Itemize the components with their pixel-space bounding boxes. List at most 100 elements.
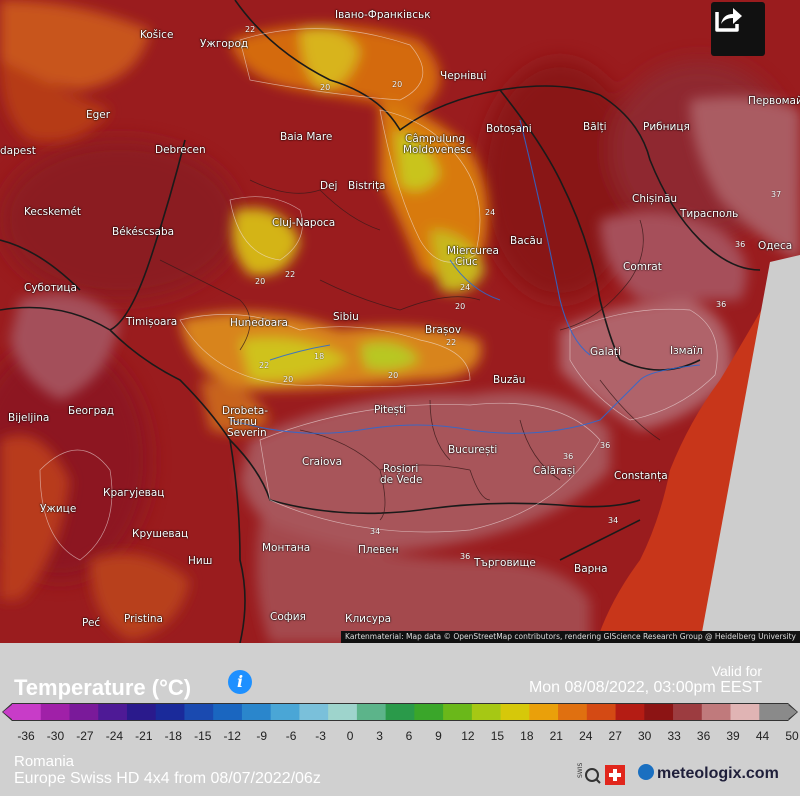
- city-label: Turnu: [228, 416, 257, 428]
- scale-swatch: [98, 704, 128, 720]
- scale-tick-label: -36: [17, 729, 35, 743]
- map-attribution[interactable]: Kartenmaterial: Map data © OpenStreetMap…: [341, 631, 800, 643]
- city-label: Bijeljina: [8, 412, 50, 424]
- city-label: Варна: [574, 563, 608, 575]
- city-label: Рибниця: [643, 121, 690, 133]
- isotherm-value: 22: [245, 25, 256, 34]
- scale-swatch: [644, 704, 674, 720]
- city-label: Cluj-Napoca: [272, 217, 336, 229]
- scale-tick-label: 21: [549, 729, 563, 743]
- isotherm-value: 36: [460, 552, 471, 561]
- city-label: Hunedoara: [230, 317, 288, 329]
- scale-tick-label: -18: [164, 729, 182, 743]
- scale-swatch: [12, 704, 42, 720]
- isotherm-value: 34: [370, 527, 381, 536]
- scale-tick-label: -12: [223, 729, 241, 743]
- city-label: Чернівці: [440, 70, 487, 82]
- city-label: Dej: [320, 180, 338, 192]
- city-label: Galați: [590, 346, 621, 358]
- city-label: București: [448, 444, 498, 456]
- scale-tick-label: -6: [285, 729, 297, 743]
- isotherm-value: 20: [255, 277, 266, 286]
- scale-tick-label: -30: [46, 729, 65, 743]
- scale-tick-label: 44: [755, 729, 770, 743]
- scale-tick-label: 0: [346, 729, 354, 743]
- globe-icon: [638, 764, 654, 780]
- scale-swatch: [328, 704, 358, 720]
- brand-name: meteologix.com: [657, 765, 779, 782]
- city-label: Timișoara: [126, 316, 178, 328]
- city-label: Клисура: [345, 613, 392, 625]
- valid-date: Mon 08/08/2022, 03:00pm EEST: [528, 679, 762, 696]
- city-label: Eger: [86, 109, 111, 121]
- isotherm-value: 34: [608, 516, 619, 525]
- info-icon[interactable]: i: [228, 670, 252, 694]
- city-label: Călărași: [533, 465, 576, 477]
- city-label: Плевен: [358, 544, 399, 556]
- scale-swatch: [270, 704, 300, 720]
- city-label: Ciuc: [455, 256, 478, 268]
- isotherm-value: 22: [446, 338, 457, 347]
- scale-tick-label: -15: [194, 729, 212, 743]
- city-label: Монтана: [262, 542, 311, 554]
- svg-text:SWISS: SWISS: [577, 763, 584, 778]
- city-label: Peć: [82, 617, 101, 629]
- city-label: Bălți: [583, 121, 607, 133]
- scale-swatch: [69, 704, 99, 720]
- city-label: Београд: [68, 405, 114, 417]
- region-label: Romania: [14, 753, 75, 770]
- scale-tick-label: 36: [696, 729, 711, 743]
- brand-logo[interactable]: meteologix.com: [638, 764, 779, 783]
- isotherm-value: 20: [392, 80, 403, 89]
- city-label: Ужгород: [200, 38, 249, 50]
- city-label: Крагујевац: [103, 487, 165, 499]
- scale-tick-label: 33: [667, 729, 681, 743]
- scale-tick-label: 27: [608, 729, 622, 743]
- city-label: Ниш: [188, 555, 213, 567]
- city-label: Košice: [140, 29, 174, 41]
- scale-swatch: [615, 704, 645, 720]
- scale-swatch: [558, 704, 588, 720]
- city-label: Івано-Франківськ: [335, 9, 431, 21]
- scale-tick-label: 30: [638, 729, 652, 743]
- scale-swatch: [385, 704, 415, 720]
- city-label: Botoșani: [486, 123, 532, 135]
- city-label: Buzău: [493, 374, 526, 386]
- city-label: dapest: [0, 145, 36, 157]
- scale-tick-label: -3: [315, 729, 326, 743]
- city-label: Търговище: [474, 557, 536, 569]
- city-label: Суботица: [24, 282, 77, 294]
- scale-swatch: [213, 704, 243, 720]
- isotherm-value: 37: [771, 190, 782, 199]
- scale-swatch: [299, 704, 329, 720]
- city-label: Drobeta-: [222, 405, 269, 417]
- scale-swatch: [471, 704, 502, 720]
- scale-ticks: -36 -30 -27 -24 -21 -18 -15 -12 -9 -6 -3 0 3 6 9 12 15 18…: [0, 729, 800, 745]
- scale-swatch: [414, 704, 444, 720]
- scale-swatch: [759, 704, 789, 720]
- scale-swatch: [443, 704, 473, 720]
- city-label: Pitești: [374, 404, 407, 416]
- legend-panel: Temperature (°C) i Valid for Mon 08/08/2…: [0, 643, 800, 796]
- weather-map[interactable]: Košice Ужгород Івано-Франківськ Чернівці Пер…: [0, 0, 800, 643]
- scale-swatch: [529, 704, 559, 720]
- isotherm-value: 20: [455, 302, 466, 311]
- swiss-hd-logo: SWISS: [575, 759, 629, 787]
- scale-tick-label: 50: [785, 729, 799, 743]
- city-label: Moldovenesc: [403, 144, 472, 156]
- legend-title: Temperature (°C): [14, 675, 192, 700]
- scale-tick-label: 39: [726, 729, 740, 743]
- scale-swatch: [673, 704, 703, 720]
- city-label: Brașov: [425, 324, 462, 336]
- model-label: Europe Swiss HD 4x4 from 08/07/2022/06z: [14, 770, 321, 787]
- city-label: Comrat: [623, 261, 662, 273]
- isotherm-value: 24: [460, 283, 471, 292]
- city-label: de Vede: [380, 474, 423, 486]
- isotherm-value: 20: [283, 375, 294, 384]
- city-label: Одеса: [758, 240, 793, 252]
- scale-tick-label: 24: [579, 729, 593, 743]
- share-button[interactable]: [711, 2, 765, 56]
- temperature-field: [0, 0, 800, 643]
- city-label: Крушевац: [132, 528, 189, 540]
- isotherm-value: 36: [716, 300, 727, 309]
